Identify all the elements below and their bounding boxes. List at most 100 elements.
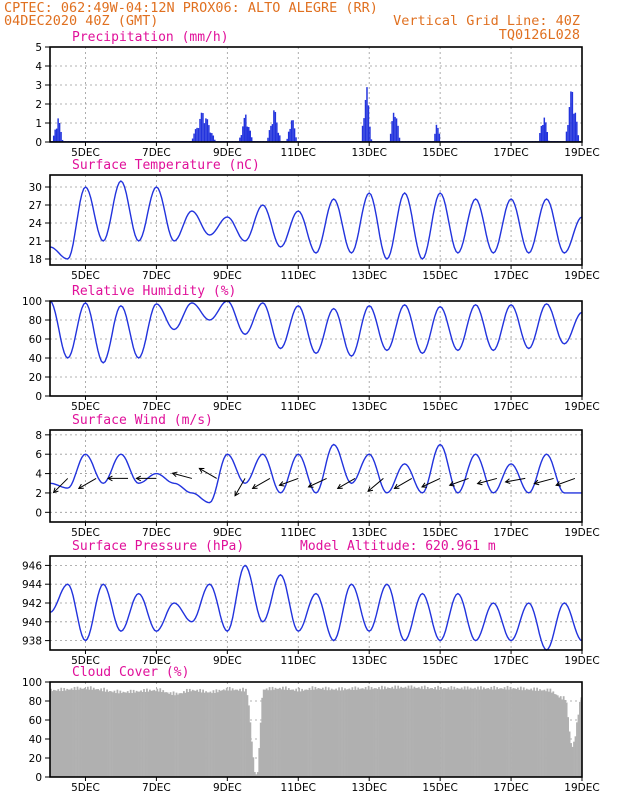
cloud-bar (548, 691, 550, 777)
cloud-bar (360, 688, 363, 777)
y-tick-label: 60 (29, 334, 42, 346)
precip-bar (239, 137, 241, 142)
cloud-bar (280, 689, 283, 777)
precip-bar (397, 125, 399, 142)
cloud-bar (146, 688, 148, 777)
cloud-bar (117, 693, 120, 777)
precip-bar (438, 133, 441, 142)
cloud-bar (493, 685, 496, 777)
x-tick-label: 5DEC (71, 270, 100, 282)
x-tick-label: 15DEC (422, 401, 457, 413)
cloud-bar (258, 748, 261, 777)
precip-bar (540, 125, 543, 142)
cloud-bar (465, 689, 468, 777)
cloud-bar (70, 688, 73, 777)
panel-frame (49, 174, 583, 266)
x-tick-label: 17DEC (493, 782, 528, 794)
cloud-bar (69, 689, 71, 777)
cloud-bar (224, 690, 227, 777)
x-tick-label: 7DEC (142, 147, 171, 159)
cloud-bar (81, 688, 83, 777)
cloud-bar (107, 691, 110, 777)
cloud-bar (73, 686, 76, 777)
cloud-bar (373, 688, 376, 777)
panel-title: Cloud Cover (%) (72, 665, 189, 680)
precip-bar (267, 137, 269, 142)
precip-bar (250, 137, 253, 142)
y-tick-label: 40 (29, 734, 42, 746)
cloud-bar (543, 689, 546, 777)
cloud-bar (218, 689, 221, 777)
cloud-bar (329, 690, 332, 777)
y-tick-label: 938 (22, 636, 42, 648)
cloud-bar (562, 696, 565, 777)
cloud-bar (225, 687, 228, 777)
precip-bar (568, 107, 571, 142)
cloud-bar (135, 690, 138, 777)
cloud-bar (264, 689, 267, 777)
cloud-bar (494, 689, 497, 777)
x-tick-label: 9DEC (213, 401, 242, 413)
header-gridline: Vertical Grid Line: 40Z (393, 13, 580, 29)
cloud-bar (159, 688, 162, 777)
cloud-bar (381, 685, 383, 777)
x-tick-label: 9DEC (213, 270, 242, 282)
precip-bar (200, 112, 203, 142)
cloud-bar (310, 689, 312, 777)
cloud-bar (302, 690, 305, 777)
cloud-bar (502, 689, 504, 777)
precip-bar (202, 113, 204, 142)
cloud-bar (140, 690, 142, 777)
cloud-bar (321, 687, 324, 777)
cloud-bar (289, 689, 292, 777)
cloud-bar (466, 686, 469, 777)
cloud-bar (193, 690, 196, 777)
wind-arrow-head (278, 481, 285, 487)
precip-bar (394, 116, 396, 142)
cloud-bar (126, 691, 129, 777)
y-tick-label: 3 (35, 80, 42, 92)
cloud-bar (497, 689, 500, 777)
cloud-bar (305, 689, 308, 777)
cloud-bar (367, 685, 370, 777)
precip-bar (295, 137, 297, 142)
precip-bar (191, 138, 194, 142)
cloud-bar (122, 691, 125, 777)
precip-bar (249, 130, 251, 142)
cloud-bar (375, 688, 377, 777)
precip-bar (574, 112, 577, 142)
cloud-bar (540, 690, 543, 777)
cloud-bar (525, 688, 528, 777)
cloud-bar (409, 688, 411, 777)
cloud-bar (394, 685, 397, 777)
cloud-bar (378, 687, 380, 777)
precip-bar (52, 135, 55, 142)
cloud-bar (555, 694, 558, 777)
cloud-bar (205, 691, 207, 777)
panel-6: Cloud Cover (%) 0 20 40 60 80 100 5DEC 7DEC 9DEC 1… (22, 665, 600, 794)
cloud-bar (481, 689, 484, 777)
x-tick-label: 5DEC (71, 401, 100, 413)
y-tick-label: 0 (35, 507, 42, 519)
cloud-bar (215, 689, 218, 777)
precip-bar (570, 91, 572, 142)
cloud-bar (354, 686, 357, 777)
cloud-bar (348, 688, 351, 777)
cloud-bar (539, 689, 541, 777)
x-tick-label: 13DEC (351, 782, 386, 794)
cloud-bar (472, 688, 475, 777)
x-tick-label: 7DEC (142, 527, 171, 539)
cloud-bar (252, 757, 255, 777)
cloud-bar (97, 689, 100, 777)
cloud-bar (234, 689, 237, 777)
y-tick-label: 2 (35, 99, 42, 111)
cloud-bar (335, 688, 337, 777)
cloud-bar (441, 689, 444, 777)
y-tick-label: 0 (35, 772, 42, 784)
wind-arrow-head (106, 475, 113, 482)
cloud-bar (112, 692, 114, 777)
cloud-bar (316, 689, 318, 777)
cloud-bar (181, 693, 184, 777)
cloud-bar (188, 688, 191, 777)
y-tick-label: 944 (22, 579, 42, 591)
